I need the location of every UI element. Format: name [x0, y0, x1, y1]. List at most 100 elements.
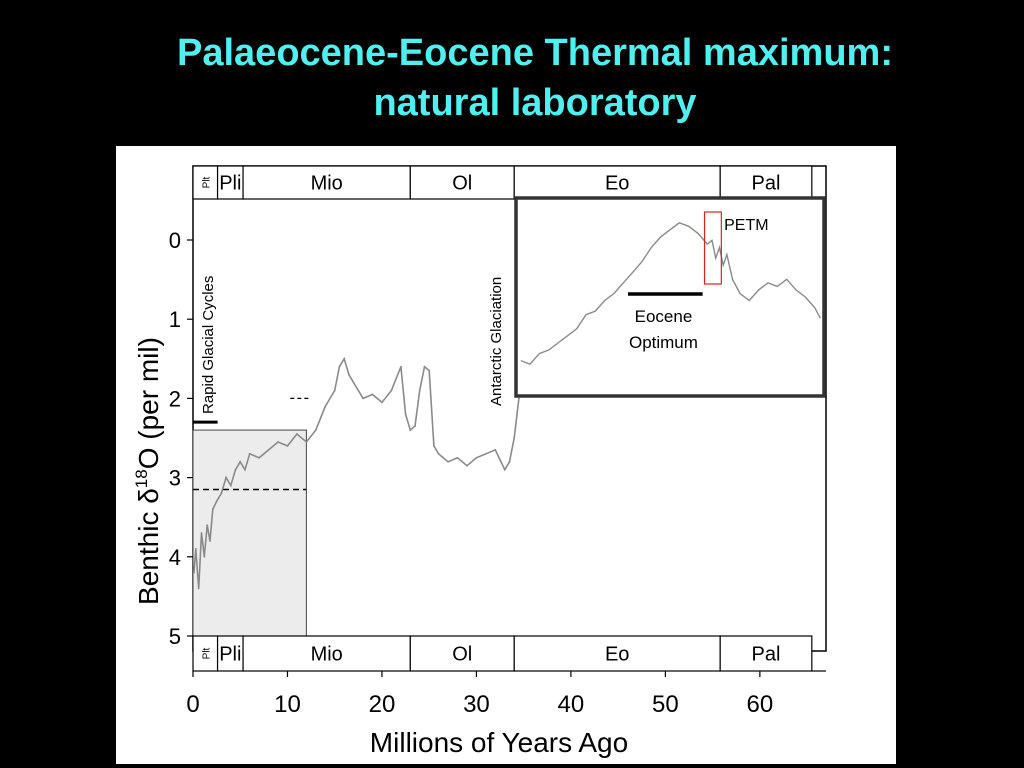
series-point: [343, 357, 346, 360]
epoch-label-eo: Eo: [605, 644, 629, 666]
series-point: [225, 476, 227, 479]
series-point: [296, 433, 298, 435]
petm-label: PETM: [724, 217, 768, 234]
epoch-bar-top: Plt Pli Mio Ol Eo Pal: [192, 165, 826, 200]
inset-panel: PETM Eocene Optimum: [514, 196, 826, 398]
epoch-cell: [216, 165, 244, 200]
figure-panel: Plt Pli Mio Ol Eo Pal Plt Pli Mio Ol Eo Pal 0 10 20 3…: [116, 146, 896, 764]
series-point: [229, 484, 232, 487]
x-tick-label: 30: [463, 691, 490, 718]
epoch-label-plt: Plt: [201, 647, 212, 659]
epoch-cell: [242, 165, 411, 200]
epoch-label-ol: Ol: [452, 644, 472, 666]
inset-frame: [514, 196, 826, 398]
series-point: [494, 448, 497, 451]
pleistocene-shade-region: [192, 429, 307, 637]
title-line-1: Palaeocene-Eocene Thermal maximum:: [177, 32, 893, 74]
y-label-delta: δ: [133, 488, 164, 504]
series-point: [503, 468, 506, 471]
series-point: [248, 452, 251, 455]
epoch-label-plt: Plt: [201, 176, 212, 188]
epoch-cell: [409, 165, 515, 200]
y-tick-label: 3: [169, 466, 181, 491]
x-tick-label: 40: [558, 691, 585, 718]
epoch-label-pal: Pal: [752, 173, 781, 195]
series-point: [277, 441, 279, 443]
series-point: [466, 464, 468, 467]
series-point: [206, 524, 209, 527]
series-point: [193, 571, 195, 574]
series-point: [197, 587, 200, 590]
series-point: [200, 532, 203, 534]
series-line-1: [193, 356, 520, 589]
epoch-cell: [513, 165, 721, 200]
epoch-label-mio: Mio: [311, 644, 343, 666]
series-point: [220, 492, 223, 495]
y-tick-label: 5: [169, 624, 181, 649]
y-label-sup: 18: [132, 469, 151, 488]
series-point: [456, 456, 459, 459]
series-point: [333, 389, 336, 392]
series-point: [244, 468, 246, 471]
eocene-optimum-label-1: Eocene: [635, 307, 693, 326]
epoch-label-eo: Eo: [605, 173, 629, 195]
y-axis-label: Benthic δ18O (per mil): [132, 337, 164, 605]
y-tick-label: 1: [169, 307, 181, 332]
series-point: [433, 445, 435, 447]
series-point: [484, 452, 487, 455]
epoch-label-ol: Ol: [452, 173, 472, 195]
epoch-label-pli: Pli: [219, 644, 241, 666]
epoch-label-pal: Pal: [752, 644, 781, 666]
series-point: [423, 365, 426, 368]
y-label-prefix: Benthic: [133, 504, 164, 605]
x-axis-ticks: 0 10 20 30 40 50 60: [186, 671, 773, 718]
epoch-label-pli: Pli: [219, 173, 241, 195]
series-point: [239, 460, 242, 463]
y-tick-label: 0: [169, 228, 181, 253]
petm-highlight-box: [703, 211, 722, 285]
series-point: [428, 369, 431, 372]
series-point: [518, 397, 520, 400]
epoch-cell: [192, 165, 219, 200]
x-tick-label: 60: [747, 691, 774, 718]
y-tick-label: 4: [169, 545, 181, 570]
x-tick-label: 20: [369, 691, 396, 718]
y-label-suffix: O (per mil): [133, 337, 164, 469]
series-point: [234, 468, 237, 471]
series-point: [404, 413, 407, 416]
series-point: [390, 389, 393, 392]
series-point: [475, 456, 478, 459]
series-point: [215, 500, 218, 503]
title-line-2: natural laboratory: [373, 82, 697, 124]
series-point: [286, 445, 289, 447]
x-tick-label: 0: [186, 691, 199, 718]
series-point: [209, 540, 211, 542]
series-point: [399, 365, 402, 368]
series-point: [352, 381, 355, 384]
series-point: [371, 393, 374, 396]
series-point: [347, 373, 350, 376]
series-point: [362, 397, 364, 400]
rapid-glacial-cycles-label: Rapid Glacial Cycles: [200, 276, 217, 414]
series-point: [409, 429, 412, 431]
series-point: [203, 555, 206, 558]
epoch-cell: [216, 635, 244, 672]
inset-series-line: [520, 222, 821, 366]
antarctic-glaciation-label: Antarctic Glaciation: [488, 277, 505, 406]
series-point: [437, 452, 440, 455]
epoch-cell: [719, 165, 813, 200]
series-point: [338, 365, 341, 368]
series-point: [447, 460, 449, 463]
series-point: [381, 401, 383, 404]
x-axis-label: Millions of Years Ago: [370, 727, 628, 758]
epoch-cell: [719, 635, 813, 672]
epoch-cell: [192, 635, 219, 672]
epoch-bar-bottom: Plt Pli Mio Ol Eo Pal: [192, 635, 826, 672]
series-point: [267, 448, 270, 451]
x-tick-label: 10: [274, 691, 301, 718]
x-tick-label: 50: [652, 691, 679, 718]
series-point: [258, 456, 261, 459]
series-point: [513, 437, 516, 439]
benthic-oxygen-isotope-chart: Plt Pli Mio Ol Eo Pal Plt Pli Mio Ol Eo Pal 0 10 20 3…: [132, 165, 827, 758]
y-axis-ticks: 0 1 2 3 4 5: [169, 228, 193, 649]
